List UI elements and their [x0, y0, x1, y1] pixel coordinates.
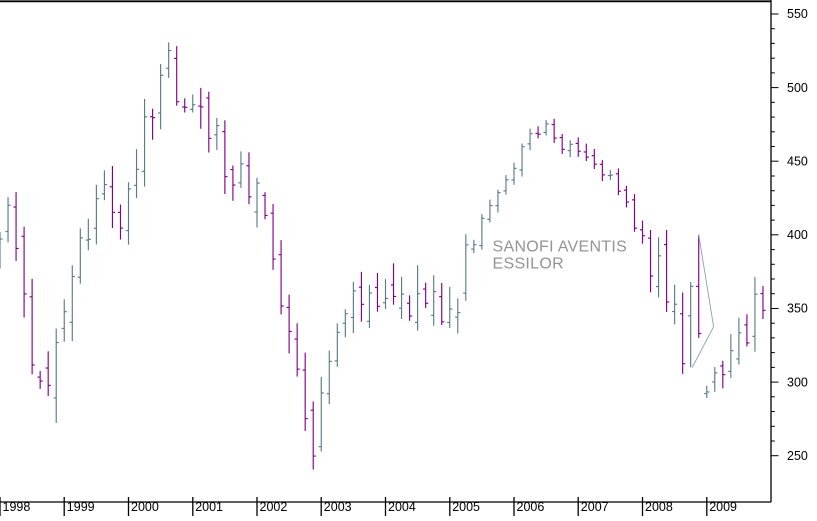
svg-text:2002: 2002	[260, 500, 288, 514]
svg-text:1998: 1998	[3, 500, 31, 514]
svg-text:ESSILOR: ESSILOR	[493, 255, 564, 272]
svg-text:2007: 2007	[581, 500, 609, 514]
svg-text:2000: 2000	[131, 500, 159, 514]
svg-text:2004: 2004	[388, 500, 416, 514]
svg-text:2008: 2008	[645, 500, 673, 514]
svg-text:2006: 2006	[517, 500, 545, 514]
svg-text:2001: 2001	[195, 500, 223, 514]
svg-text:500: 500	[787, 81, 808, 95]
svg-text:450: 450	[787, 154, 808, 168]
svg-text:2003: 2003	[324, 500, 352, 514]
svg-text:2009: 2009	[709, 500, 737, 514]
svg-text:2005: 2005	[452, 500, 480, 514]
svg-text:250: 250	[787, 449, 808, 463]
svg-text:300: 300	[787, 375, 808, 389]
svg-text:400: 400	[787, 228, 808, 242]
svg-text:SANOFI AVENTIS: SANOFI AVENTIS	[493, 239, 628, 256]
svg-text:350: 350	[787, 302, 808, 316]
svg-text:550: 550	[787, 7, 808, 21]
svg-text:1999: 1999	[67, 500, 95, 514]
